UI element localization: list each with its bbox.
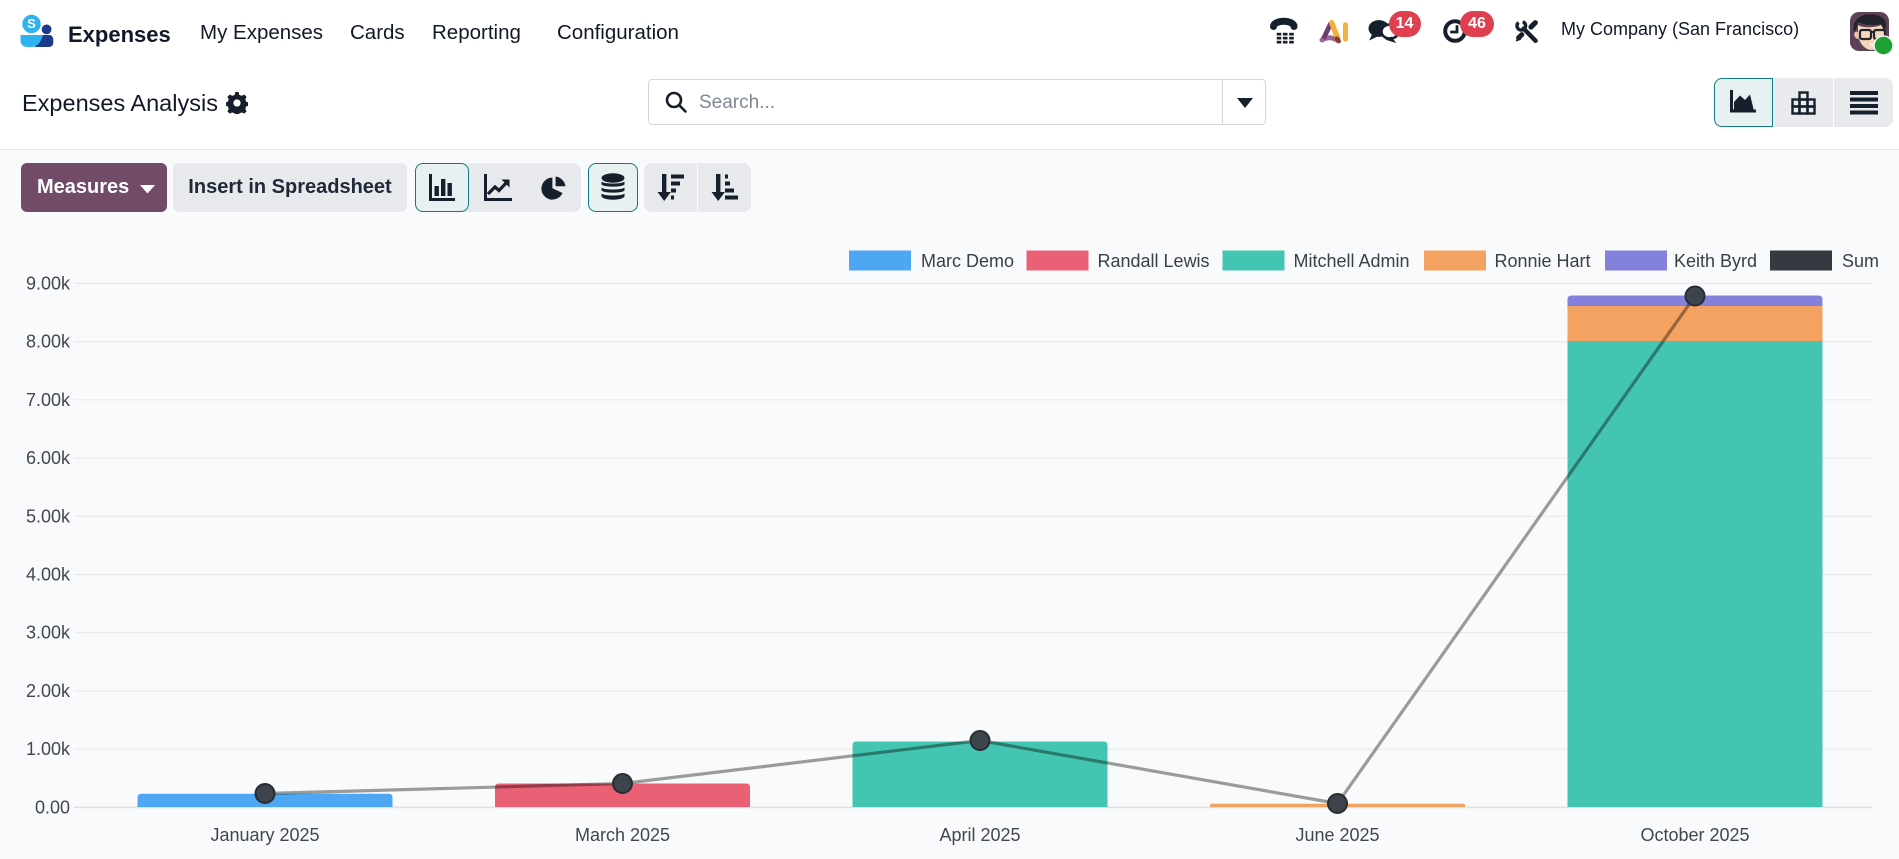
svg-text:Marc Demo: Marc Demo — [921, 251, 1014, 271]
svg-text:9.00k: 9.00k — [26, 273, 71, 293]
svg-text:6.00k: 6.00k — [26, 448, 71, 468]
svg-text:June 2025: June 2025 — [1295, 825, 1379, 845]
svg-text:Randall Lewis: Randall Lewis — [1098, 251, 1210, 271]
svg-text:Sum: Sum — [1842, 251, 1879, 271]
svg-text:7.00k: 7.00k — [26, 390, 71, 410]
svg-text:0.00: 0.00 — [35, 797, 70, 817]
svg-text:Ronnie Hart: Ronnie Hart — [1495, 251, 1591, 271]
svg-text:S: S — [27, 16, 36, 31]
svg-text:Keith Byrd: Keith Byrd — [1674, 251, 1757, 271]
svg-text:5.00k: 5.00k — [26, 506, 71, 526]
svg-text:2.00k: 2.00k — [26, 681, 71, 701]
svg-text:8.00k: 8.00k — [26, 332, 71, 352]
svg-text:4.00k: 4.00k — [26, 565, 71, 585]
svg-text:October 2025: October 2025 — [1640, 825, 1749, 845]
svg-text:3.00k: 3.00k — [26, 623, 71, 643]
svg-text:January 2025: January 2025 — [210, 825, 319, 845]
svg-text:1.00k: 1.00k — [26, 739, 71, 759]
svg-text:March 2025: March 2025 — [575, 825, 670, 845]
svg-text:Mitchell Admin: Mitchell Admin — [1294, 251, 1410, 271]
svg-text:April 2025: April 2025 — [939, 825, 1020, 845]
